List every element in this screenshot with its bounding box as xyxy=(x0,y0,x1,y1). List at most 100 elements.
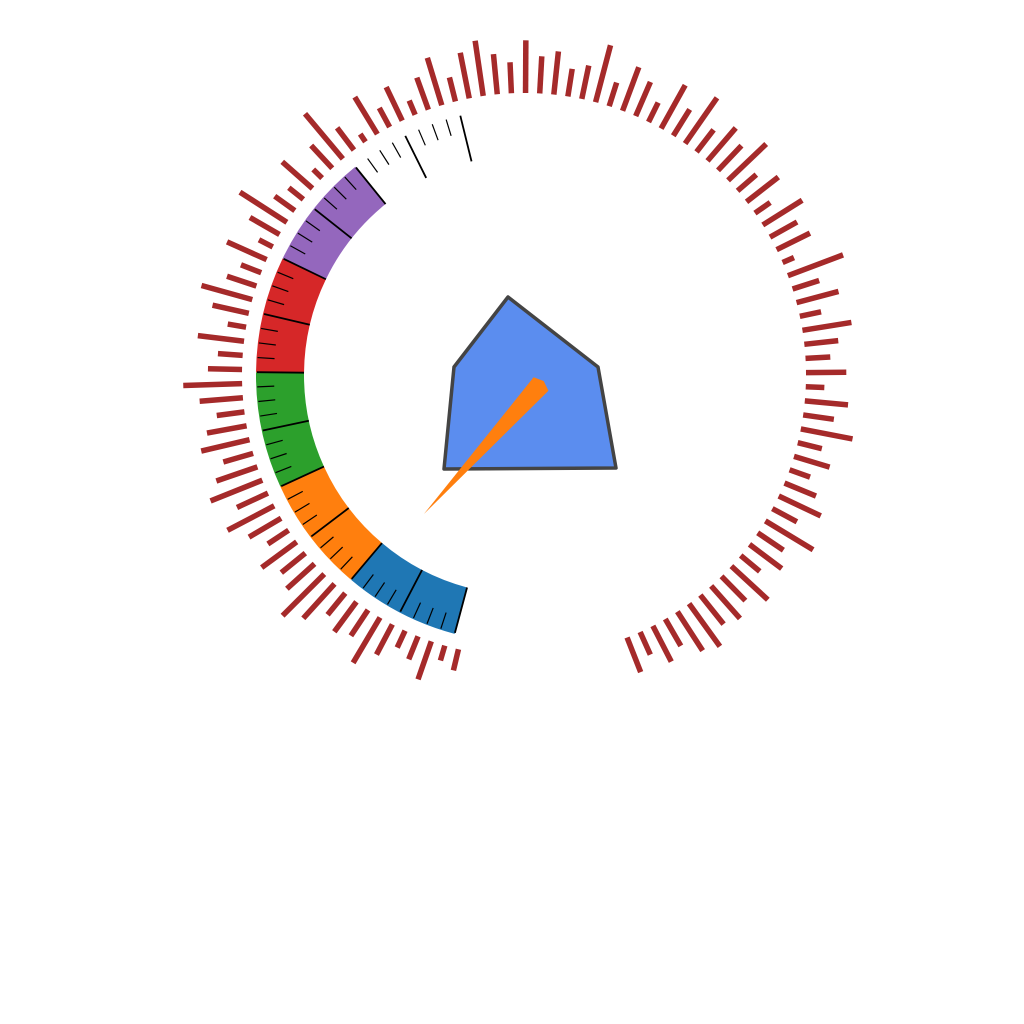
major-tick xyxy=(257,371,305,374)
outer-bar xyxy=(415,640,434,681)
outer-bar xyxy=(279,550,308,575)
outer-bar xyxy=(490,53,501,95)
outer-bar xyxy=(374,623,395,656)
outer-bar xyxy=(804,337,839,348)
minor-tick xyxy=(258,399,276,403)
major-tick xyxy=(262,419,309,432)
outer-bar xyxy=(414,76,431,111)
outer-bar xyxy=(795,288,840,306)
outer-bar xyxy=(606,81,620,108)
outer-bar xyxy=(285,561,317,591)
outer-bar xyxy=(763,518,815,553)
major-tick xyxy=(310,507,350,538)
outer-bar xyxy=(738,553,762,574)
outer-bar xyxy=(200,282,254,303)
outer-bar xyxy=(287,185,306,202)
outer-bar xyxy=(650,624,674,663)
outer-bar xyxy=(260,539,299,570)
outer-bar xyxy=(768,219,799,240)
minor-tick xyxy=(272,285,289,293)
minor-tick xyxy=(270,452,287,460)
outer-bar xyxy=(694,128,716,154)
outer-bar xyxy=(457,52,472,99)
outer-bar xyxy=(565,68,575,97)
outer-bar xyxy=(226,503,276,533)
outer-bar xyxy=(348,608,371,638)
outer-bar xyxy=(709,584,743,621)
outer-bar xyxy=(226,273,258,289)
minor-tick xyxy=(329,546,344,560)
outer-bar xyxy=(450,648,462,672)
minor-tick xyxy=(374,582,386,597)
minor-tick xyxy=(362,574,374,589)
minor-tick xyxy=(344,176,357,191)
outer-bar xyxy=(675,610,705,653)
minor-tick xyxy=(290,245,306,255)
outer-bar xyxy=(551,51,562,95)
minor-tick xyxy=(275,465,292,474)
outer-bar xyxy=(222,450,254,465)
outer-bar xyxy=(200,437,251,454)
outer-bar xyxy=(332,600,359,634)
outer-bar xyxy=(302,111,345,161)
outer-bar xyxy=(801,319,852,334)
outer-bar xyxy=(301,582,337,621)
outer-bar xyxy=(217,350,243,359)
outer-bar xyxy=(756,530,785,553)
minor-tick xyxy=(391,142,402,158)
outer-bar xyxy=(686,602,723,648)
minor-tick xyxy=(440,612,447,629)
outer-bar xyxy=(781,255,796,266)
outer-bar xyxy=(216,409,245,419)
major-tick xyxy=(280,465,325,487)
outer-bar xyxy=(197,332,245,344)
outer-bar xyxy=(211,302,250,317)
major-tick xyxy=(283,257,327,281)
outer-bar xyxy=(793,453,831,470)
outer-bar xyxy=(209,477,264,504)
outer-bar xyxy=(266,527,291,547)
outer-bar xyxy=(805,383,825,391)
outer-bar xyxy=(437,644,448,662)
outer-bar xyxy=(406,635,421,661)
outer-bar xyxy=(376,106,393,129)
outer-bar xyxy=(357,132,368,144)
minor-tick xyxy=(418,129,426,146)
outer-bar xyxy=(777,493,822,519)
outer-bar xyxy=(206,423,248,436)
minor-tick xyxy=(294,502,310,513)
gauge-segment-2 xyxy=(280,466,382,580)
outer-bar xyxy=(624,636,644,674)
outer-bar xyxy=(199,395,244,405)
outer-bar xyxy=(334,126,357,152)
outer-bar xyxy=(247,515,283,540)
outer-bar xyxy=(800,426,854,442)
gauge-needle-layer xyxy=(423,377,549,515)
outer-bar xyxy=(446,76,459,103)
outer-bar xyxy=(775,230,812,253)
minor-tick xyxy=(445,119,452,137)
outer-bar xyxy=(619,66,642,112)
major-tick xyxy=(355,166,387,205)
outer-bar xyxy=(248,215,281,237)
minor-tick xyxy=(257,356,275,360)
outer-bar xyxy=(280,572,327,618)
outer-bar xyxy=(771,506,799,525)
minor-tick xyxy=(257,385,275,388)
outer-bar xyxy=(311,167,325,181)
outer-bar xyxy=(761,197,804,228)
gauge-segment-1 xyxy=(351,543,468,634)
gauge-segments xyxy=(255,166,468,634)
outer-bar xyxy=(325,591,348,617)
outer-bar xyxy=(799,309,822,320)
outer-bar xyxy=(579,65,592,100)
outer-bar xyxy=(788,467,811,480)
outer-bar xyxy=(215,464,259,484)
minor-tick xyxy=(367,158,379,173)
outer-bars xyxy=(183,40,854,681)
minor-tick xyxy=(340,556,353,570)
minor-tick xyxy=(302,514,318,525)
outer-bar xyxy=(783,480,818,499)
minor-tick xyxy=(426,607,434,624)
